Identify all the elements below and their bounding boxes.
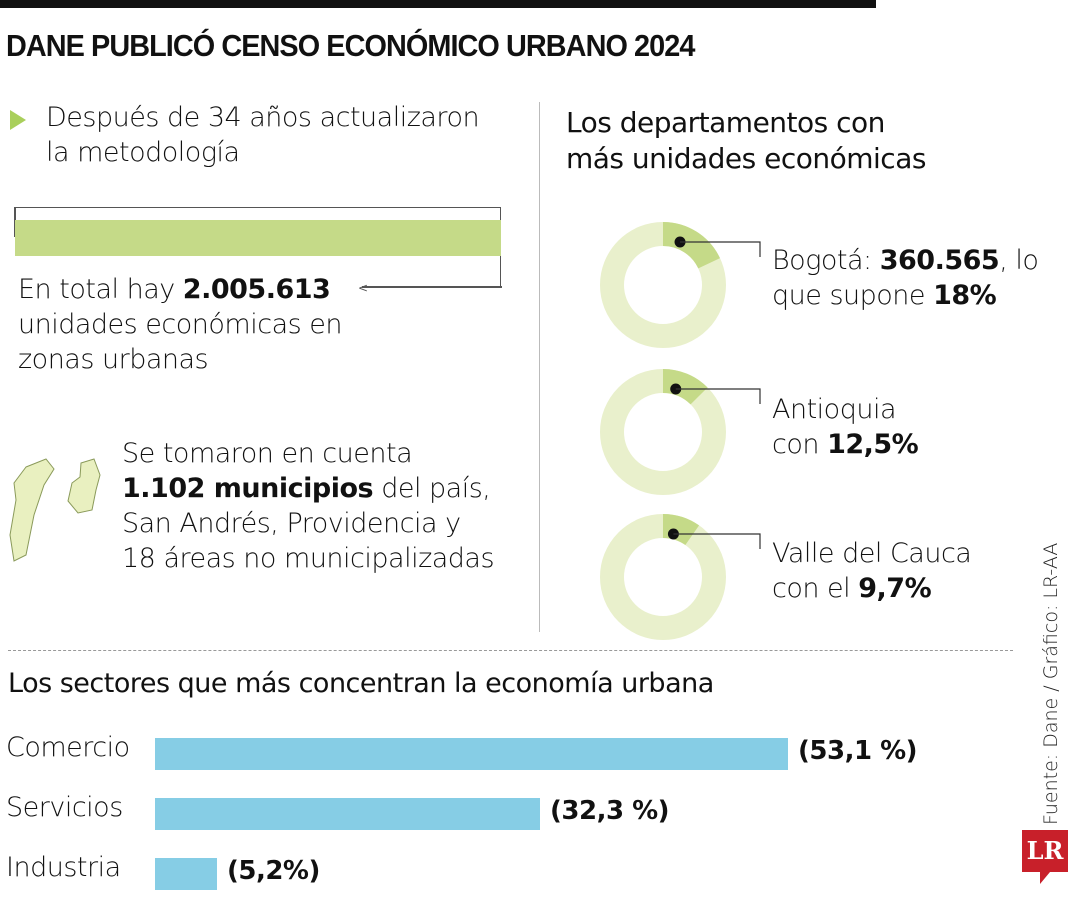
label-part: Valle del Cauca [772, 538, 972, 569]
triangle-bullet-icon [10, 110, 26, 130]
bar-industria [155, 858, 217, 890]
sectors-bar-chart: Comercio (53,1 %) Servicios (32,3 %) Industr… [0, 730, 1000, 900]
bogota-label: Bogotá: 360.565, lo que supone 18% [772, 243, 1039, 313]
bogota-pct: 18% [933, 280, 997, 311]
heading-line: más unidades económicas [566, 142, 926, 175]
antioquia-pct: 12,5% [827, 429, 919, 460]
label-part: Antioquia [772, 394, 897, 425]
intro-line: Después de 34 años actualizaron [46, 102, 480, 133]
departments-heading: Los departamentos con más unidades econó… [566, 105, 926, 177]
municipios-line: San Andrés, Providencia y [122, 508, 461, 539]
arrow-left-icon: < [358, 281, 369, 295]
dashed-divider [8, 650, 1013, 651]
bar-value-label: (5,2%) [226, 856, 320, 886]
label-part: que supone [772, 280, 934, 311]
intro-line: la metodología [46, 137, 240, 168]
donut-track [600, 369, 726, 495]
municipios-count: 1.102 municipios [122, 473, 374, 504]
san-andres-providencia-map-icon [9, 458, 101, 562]
vertical-divider [539, 102, 540, 632]
bar-category-label: Industria [6, 852, 121, 883]
bar-category-label: Comercio [6, 732, 130, 763]
donut-segment-antioquia [662, 369, 708, 405]
municipios-text: Se tomaron en cuenta 1.102 municipios de… [122, 436, 495, 576]
intro-text: Después de 34 años actualizaron la metod… [46, 100, 480, 170]
page-title: DANE PUBLICÓ CENSO ECONÓMICO URBANO 2024 [6, 28, 695, 63]
lr-logo: LR [1022, 830, 1068, 872]
donut-track [600, 514, 726, 640]
label-part: con [772, 429, 828, 460]
callout-line [680, 241, 761, 257]
total-value: 2.005.613 [182, 274, 331, 305]
bogota-value: 360.565 [879, 245, 1000, 276]
municipios-rest: del país, [373, 473, 491, 504]
label-part: con el [772, 573, 859, 604]
total-text: En total hay 2.005.613 unidades económic… [18, 272, 342, 377]
callout-dot [670, 383, 682, 395]
sectors-heading: Los sectores que más concentran la econo… [8, 668, 714, 699]
label-part: , lo [999, 245, 1039, 276]
department-donuts [600, 222, 761, 640]
total-bar [15, 220, 501, 256]
source-credit: Fuente: Dane / Gráfico: LR-AA [1040, 542, 1062, 825]
valle-pct: 9,7% [858, 573, 932, 604]
bar-comercio [155, 738, 788, 770]
total-line: zonas urbanas [18, 344, 209, 375]
top-rule [0, 0, 876, 8]
callout-line [675, 388, 761, 404]
heading-line: Los departamentos con [566, 106, 885, 139]
total-prefix: En total hay [18, 274, 183, 305]
arrow-line [362, 286, 502, 288]
municipios-line: 18 áreas no municipalizadas [122, 543, 495, 574]
logo-tail [1040, 872, 1050, 884]
callout-dot [674, 236, 686, 248]
label-part: Bogotá: [772, 245, 880, 276]
total-bracket-left [14, 207, 16, 237]
valle-label: Valle del Cauca con el 9,7% [772, 536, 972, 606]
callout-line [673, 533, 761, 549]
total-line: unidades económicas en [18, 309, 342, 340]
bar-value-label: (32,3 %) [550, 796, 670, 826]
bar-value-label: (53,1 %) [798, 736, 918, 766]
bar-servicios [155, 798, 541, 830]
municipios-line: Se tomaron en cuenta [122, 438, 413, 469]
bar-category-label: Servicios [6, 792, 123, 823]
donut-segment-bogotá [662, 222, 721, 269]
antioquia-label: Antioquia con 12,5% [772, 392, 919, 462]
